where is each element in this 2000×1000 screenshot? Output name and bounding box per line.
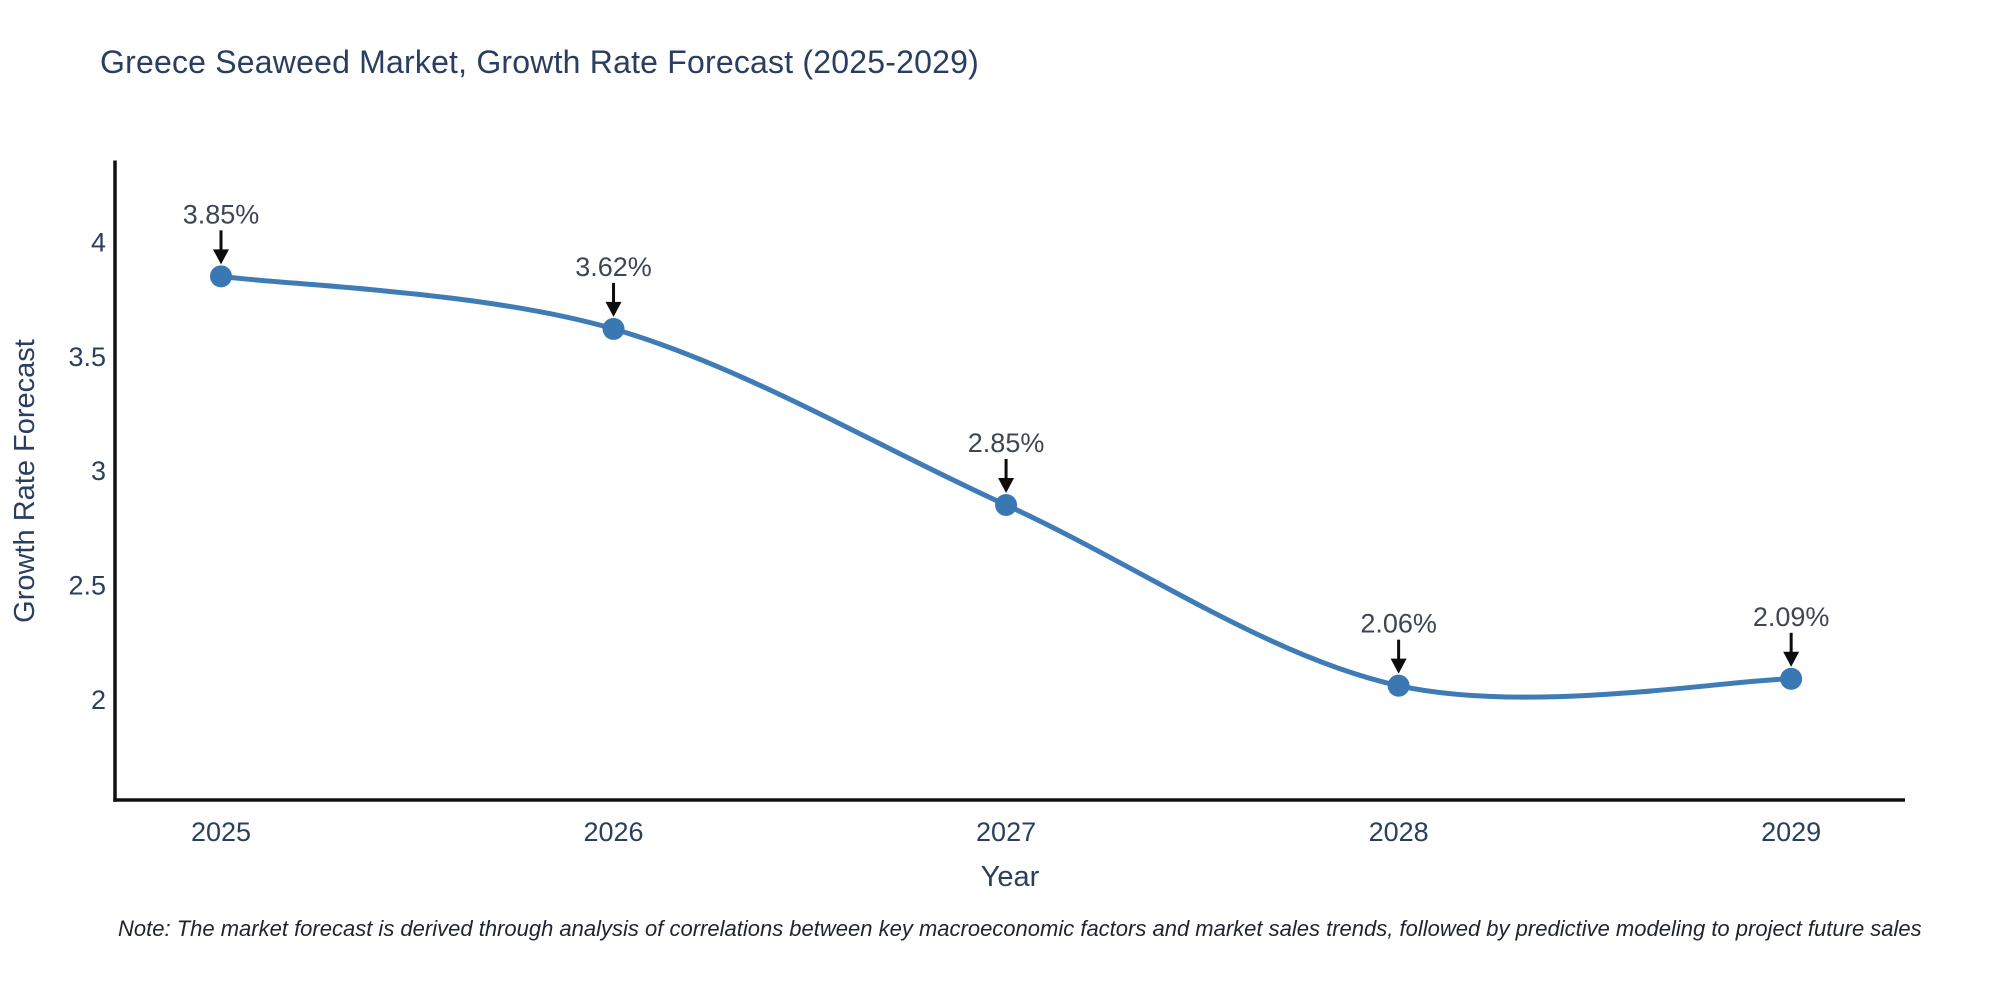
- x-tick-label: 2029: [1761, 817, 1821, 847]
- annotation-label: 3.85%: [183, 199, 260, 229]
- x-axis-tick-labels: 2025 2026 2027 2028 2029: [191, 817, 1821, 847]
- point-annotations: 3.85% 3.62% 2.85% 2.06% 2.09%: [183, 199, 1830, 674]
- annotation-arrow-head: [605, 301, 622, 317]
- annotation-2029: 2.09%: [1753, 602, 1830, 667]
- annotation-arrow-head: [1783, 651, 1800, 667]
- chart-title: Greece Seaweed Market, Growth Rate Forec…: [100, 44, 979, 80]
- data-point-2026: [602, 317, 625, 340]
- data-point-2028: [1387, 674, 1410, 697]
- x-axis-title: Year: [981, 861, 1040, 893]
- x-tick-label: 2025: [191, 817, 251, 847]
- annotation-label: 2.85%: [968, 428, 1045, 458]
- y-tick-label: 2.5: [68, 570, 106, 600]
- annotation-2026: 3.62%: [575, 252, 652, 317]
- chart-footnote: Note: The market forecast is derived thr…: [118, 916, 1922, 941]
- y-tick-label: 2: [91, 685, 106, 715]
- annotation-arrow-head: [1390, 658, 1407, 674]
- y-axis-title: Growth Rate Forecast: [9, 339, 41, 623]
- x-tick-label: 2028: [1369, 817, 1429, 847]
- x-tick-label: 2026: [583, 817, 643, 847]
- axes: 2 2.5 3 3.5 4 2025 2026 2027 2028 2029 Growth Ra…: [9, 160, 1905, 893]
- annotation-label: 2.06%: [1360, 609, 1437, 639]
- annotation-arrow-head: [998, 478, 1015, 494]
- data-point-2029: [1780, 667, 1803, 690]
- data-point-2027: [995, 494, 1018, 517]
- annotation-2027: 2.85%: [968, 428, 1045, 494]
- annotation-2025: 3.85%: [183, 199, 260, 265]
- data-points: [209, 265, 1803, 697]
- data-point-2025: [209, 265, 232, 288]
- y-tick-label: 3: [91, 456, 106, 486]
- y-axis-tick-labels: 2 2.5 3 3.5 4: [68, 227, 106, 714]
- annotation-label: 3.62%: [575, 252, 652, 282]
- x-tick-label: 2027: [976, 817, 1036, 847]
- y-tick-label: 3.5: [68, 342, 106, 372]
- annotation-arrow-head: [212, 249, 229, 265]
- annotation-2028: 2.06%: [1360, 609, 1437, 674]
- y-tick-label: 4: [91, 227, 106, 257]
- annotation-label: 2.09%: [1753, 602, 1830, 632]
